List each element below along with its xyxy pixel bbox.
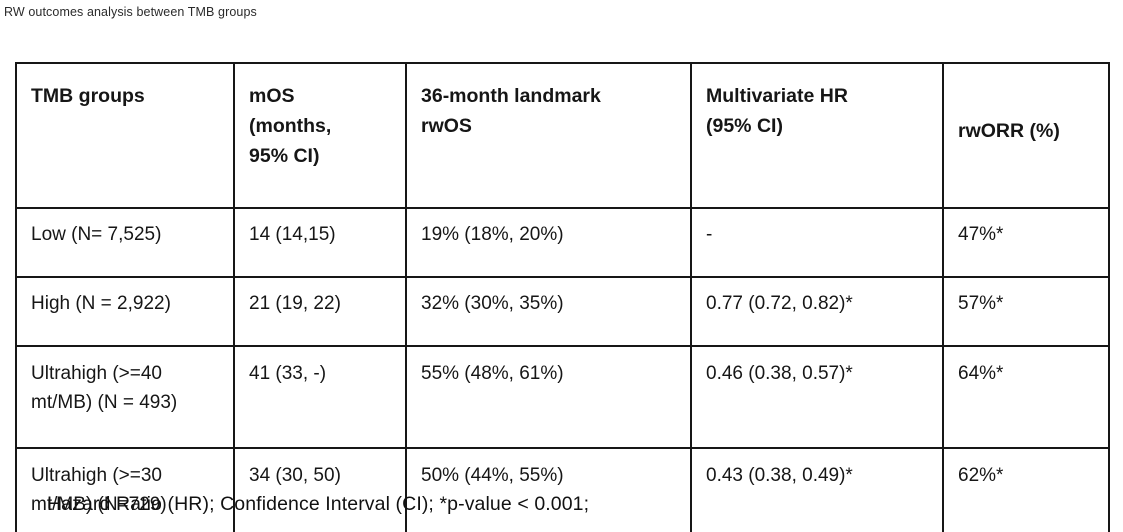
table-row-ultrahigh-40: Ultrahigh (>=40 mt/MB) (N = 493) 41 (33,…: [15, 345, 1110, 449]
cell-hr: 0.77 (0.72, 0.82)*: [690, 276, 944, 347]
tmb-outcomes-table: TMB groups mOS (months, 95% CI) 36-month…: [15, 62, 1110, 532]
cell-landmark-rwos: 55% (48%, 61%): [405, 345, 692, 449]
page-title: RW outcomes analysis between TMB groups: [4, 5, 257, 19]
cell-tmb-group: Ultrahigh (>=30 mt/MB) (N=729): [15, 447, 235, 532]
cell-landmark-rwos: 50% (44%, 55%): [405, 447, 692, 532]
header-rworr: rwORR (%): [942, 62, 1110, 209]
cell-rworr: 64%*: [942, 345, 1110, 449]
cell-mos: 21 (19, 22): [233, 276, 407, 347]
cell-hr: 0.46 (0.38, 0.57)*: [690, 345, 944, 449]
header-multivariate-hr: Multivariate HR (95% CI): [690, 62, 944, 209]
cell-landmark-rwos: 32% (30%, 35%): [405, 276, 692, 347]
table-row-low: Low (N= 7,525) 14 (14,15) 19% (18%, 20%)…: [15, 207, 1110, 278]
cell-hr: -: [690, 207, 944, 278]
cell-mos: 41 (33, -): [233, 345, 407, 449]
cell-rworr: 57%*: [942, 276, 1110, 347]
header-landmark-rwos: 36-month landmark rwOS: [405, 62, 692, 209]
table-header-row: TMB groups mOS (months, 95% CI) 36-month…: [15, 62, 1110, 209]
cell-rworr: 47%*: [942, 207, 1110, 278]
cell-mos: 14 (14,15): [233, 207, 407, 278]
header-tmb-groups: TMB groups: [15, 62, 235, 209]
table-footnote: Hazard Ratio (HR); Confidence Interval (…: [47, 493, 590, 515]
cell-rworr: 62%*: [942, 447, 1110, 532]
table-row-ultrahigh-30: Ultrahigh (>=30 mt/MB) (N=729) 34 (30, 5…: [15, 447, 1110, 532]
cell-hr: 0.43 (0.38, 0.49)*: [690, 447, 944, 532]
cell-landmark-rwos: 19% (18%, 20%): [405, 207, 692, 278]
cell-tmb-group: Ultrahigh (>=40 mt/MB) (N = 493): [15, 345, 235, 449]
table-row-high: High (N = 2,922) 21 (19, 22) 32% (30%, 3…: [15, 276, 1110, 347]
cell-tmb-group: Low (N= 7,525): [15, 207, 235, 278]
cell-mos: 34 (30, 50): [233, 447, 407, 532]
cell-tmb-group: High (N = 2,922): [15, 276, 235, 347]
header-mos: mOS (months, 95% CI): [233, 62, 407, 209]
